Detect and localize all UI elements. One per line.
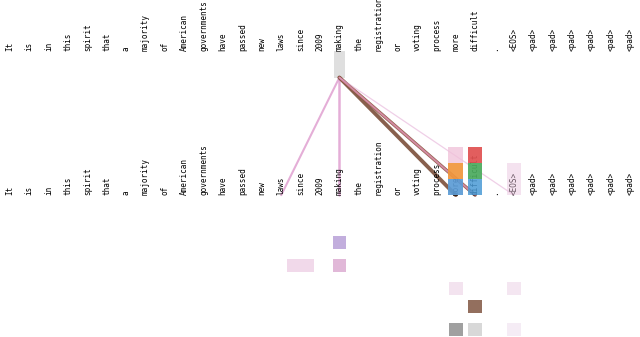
Bar [449, 323, 463, 336]
Text: more: more [451, 32, 460, 51]
Text: registration: registration [374, 0, 383, 51]
Bar [449, 147, 463, 163]
Text: <pad>: <pad> [548, 27, 557, 51]
Bar [468, 323, 482, 336]
Bar [507, 163, 521, 195]
Text: American: American [180, 13, 189, 51]
Text: passed: passed [238, 168, 247, 195]
Bar [468, 300, 482, 313]
Text: voting: voting [412, 168, 422, 195]
Text: laws: laws [276, 177, 285, 195]
Text: passed: passed [238, 23, 247, 51]
Bar [333, 259, 346, 272]
Bar [468, 163, 483, 179]
Text: difficult: difficult [470, 9, 479, 51]
Bar [449, 179, 463, 195]
Text: .: . [490, 191, 499, 195]
Text: of: of [161, 41, 170, 51]
Text: since: since [296, 172, 305, 195]
Text: or: or [393, 41, 402, 51]
Text: spirit: spirit [83, 168, 92, 195]
Text: American: American [180, 158, 189, 195]
Text: process: process [432, 18, 441, 51]
Text: <pad>: <pad> [587, 172, 596, 195]
Text: <pad>: <pad> [529, 172, 538, 195]
Text: difficult: difficult [470, 154, 479, 195]
Text: It: It [5, 186, 14, 195]
Text: is: is [24, 186, 33, 195]
Text: majority: majority [141, 13, 150, 51]
Text: registration: registration [374, 140, 383, 195]
Text: voting: voting [412, 23, 422, 51]
Text: <pad>: <pad> [568, 27, 577, 51]
Text: this: this [63, 32, 72, 51]
Text: that: that [102, 177, 111, 195]
Bar [468, 179, 483, 195]
Text: new: new [257, 37, 266, 51]
Text: <pad>: <pad> [626, 172, 635, 195]
Text: the: the [355, 182, 364, 195]
Text: have: have [218, 177, 228, 195]
Text: spirit: spirit [83, 23, 92, 51]
Bar [468, 147, 483, 163]
Bar [507, 282, 521, 295]
Text: since: since [296, 27, 305, 51]
Text: 2009: 2009 [316, 177, 324, 195]
Text: of: of [161, 186, 170, 195]
Text: new: new [257, 182, 266, 195]
Text: <pad>: <pad> [607, 27, 616, 51]
Text: <pad>: <pad> [626, 27, 635, 51]
Text: <EOS>: <EOS> [509, 172, 518, 195]
Text: <EOS>: <EOS> [509, 27, 518, 51]
Bar [449, 282, 463, 295]
Text: It: It [5, 41, 14, 51]
Text: this: this [63, 177, 72, 195]
Text: in: in [44, 41, 53, 51]
Text: <pad>: <pad> [568, 172, 577, 195]
Text: that: that [102, 32, 111, 51]
Text: governments: governments [199, 145, 208, 195]
Text: in: in [44, 186, 53, 195]
Text: a: a [122, 46, 131, 51]
Bar [507, 323, 521, 336]
Text: majority: majority [141, 158, 150, 195]
Text: 2009: 2009 [316, 32, 324, 51]
Bar [449, 163, 463, 179]
Text: process: process [432, 163, 441, 195]
Text: <pad>: <pad> [548, 172, 557, 195]
Text: <pad>: <pad> [529, 27, 538, 51]
Text: .: . [490, 46, 499, 51]
Bar [287, 259, 314, 272]
Text: more: more [451, 177, 460, 195]
Text: <pad>: <pad> [587, 27, 596, 51]
Text: a: a [122, 191, 131, 195]
Text: making: making [335, 23, 344, 51]
Text: laws: laws [276, 32, 285, 51]
Text: making: making [335, 168, 344, 195]
Text: have: have [218, 32, 228, 51]
Bar [334, 51, 345, 78]
Text: governments: governments [199, 0, 208, 51]
Text: <pad>: <pad> [607, 172, 616, 195]
Text: the: the [355, 37, 364, 51]
Text: is: is [24, 41, 33, 51]
Text: or: or [393, 186, 402, 195]
Bar [333, 236, 346, 249]
